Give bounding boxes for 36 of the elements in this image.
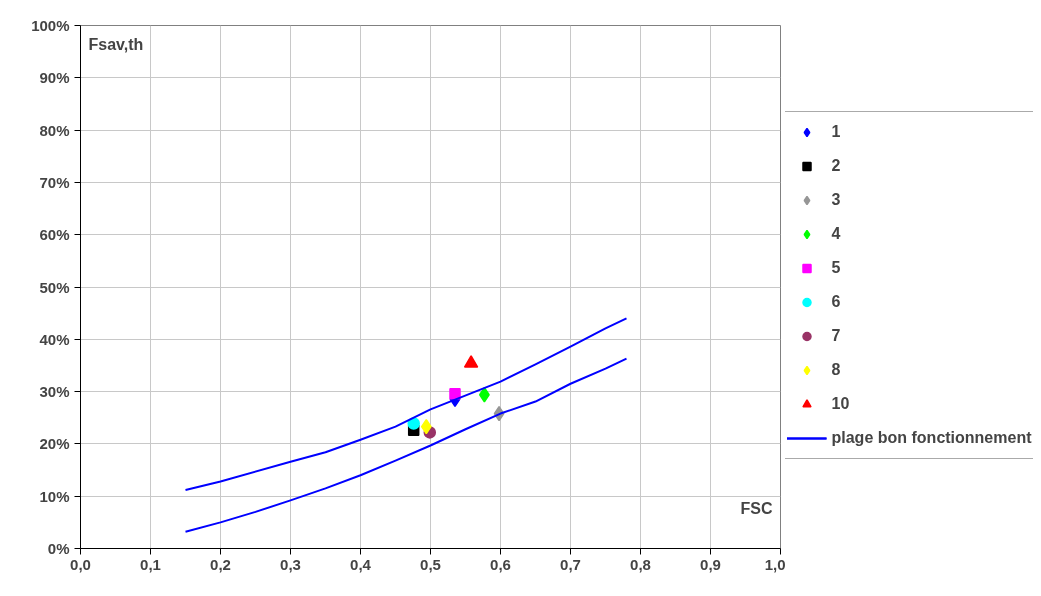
x-tick-label: 0,5: [420, 555, 441, 573]
y-tick-label: 50%: [39, 278, 70, 296]
x-tick-label: 0,3: [280, 555, 301, 573]
y-tick-label: 90%: [39, 69, 70, 87]
legend-label: 4: [831, 224, 842, 244]
line-series: [184, 357, 628, 533]
x-tick-label: 0,9: [700, 555, 721, 573]
y-tick-label: 40%: [39, 330, 70, 348]
x-tick-label: 0,0: [70, 555, 91, 573]
legend-label: 3: [831, 190, 842, 210]
x-tick-label: 0,4: [350, 555, 372, 573]
legend-label: 5: [831, 258, 842, 278]
x-tick-label: 0,1: [140, 555, 161, 573]
x-tick-label: 0,2: [210, 555, 231, 573]
line-series: [184, 317, 628, 491]
x-tick-label: 1,0: [764, 555, 786, 573]
y-axis-title: Fsav,th: [88, 35, 144, 53]
y-tick-label: 0%: [47, 540, 70, 557]
y-tick-label: 10%: [39, 487, 70, 505]
legend-label: 8: [831, 360, 842, 380]
legend-label: 2: [831, 156, 842, 176]
y-tick-label: 100%: [31, 17, 70, 34]
x-axis-title: FSC: [740, 500, 773, 518]
y-tick-label: 30%: [39, 383, 70, 401]
y-tick-label: 80%: [39, 121, 70, 139]
legend-label: 10: [831, 394, 851, 414]
legend-label: plage bon fonctionnement: [831, 428, 1032, 448]
legend-label: 6: [831, 292, 842, 312]
x-tick-label: 0,8: [630, 555, 651, 573]
y-tick-label: 60%: [39, 226, 70, 244]
legend-label: 7: [831, 326, 842, 346]
x-tick-label: 0,7: [560, 555, 581, 573]
legend-label: 1: [831, 122, 842, 142]
y-tick-label: 70%: [39, 173, 70, 191]
y-tick-label: 20%: [39, 435, 70, 453]
x-tick-label: 0,6: [490, 555, 511, 573]
